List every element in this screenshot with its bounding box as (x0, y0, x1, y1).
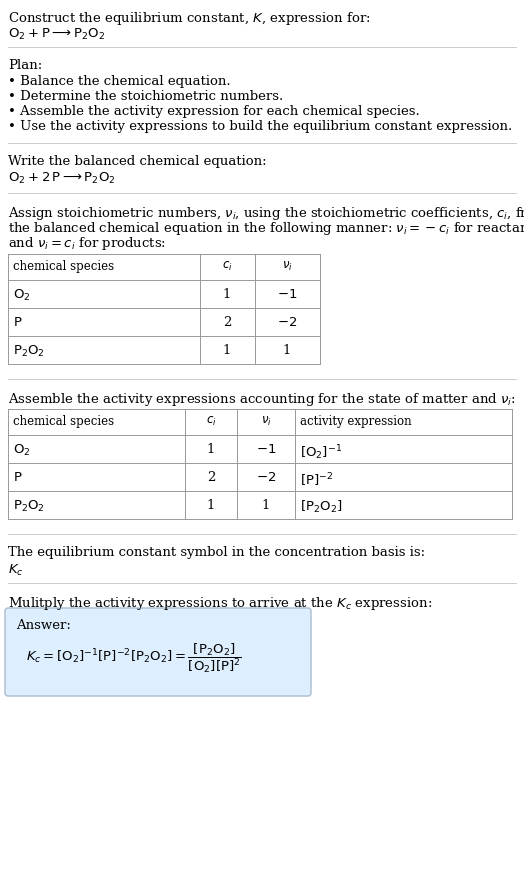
Text: 1: 1 (223, 344, 231, 357)
Text: Answer:: Answer: (16, 619, 71, 632)
FancyBboxPatch shape (5, 608, 311, 696)
Text: $K_c = [\mathrm{O_2}]^{-1} [\mathrm{P}]^{-2} [\mathrm{P_2O_2}] = \dfrac{[\mathrm: $K_c = [\mathrm{O_2}]^{-1} [\mathrm{P}]^… (26, 641, 242, 674)
Text: $-1$: $-1$ (277, 288, 297, 301)
Text: Construct the equilibrium constant, $K$, expression for:: Construct the equilibrium constant, $K$,… (8, 10, 370, 27)
Text: 2: 2 (207, 471, 215, 484)
Text: $K_c$: $K_c$ (8, 563, 24, 578)
Text: $\nu_i$: $\nu_i$ (281, 260, 292, 274)
Text: and $\nu_i = c_i$ for products:: and $\nu_i = c_i$ for products: (8, 235, 166, 252)
Text: $c_i$: $c_i$ (205, 415, 216, 428)
Text: $\mathrm{O_2}$: $\mathrm{O_2}$ (13, 288, 30, 303)
Text: The equilibrium constant symbol in the concentration basis is:: The equilibrium constant symbol in the c… (8, 546, 425, 559)
Text: 1: 1 (207, 443, 215, 456)
Text: $-2$: $-2$ (256, 471, 276, 484)
Text: chemical species: chemical species (13, 260, 114, 273)
Text: $\mathrm{O_2 + P \longrightarrow P_2O_2}$: $\mathrm{O_2 + P \longrightarrow P_2O_2}… (8, 27, 105, 42)
Text: Assemble the activity expressions accounting for the state of matter and $\nu_i$: Assemble the activity expressions accoun… (8, 391, 516, 408)
Text: Assign stoichiometric numbers, $\nu_i$, using the stoichiometric coefficients, $: Assign stoichiometric numbers, $\nu_i$, … (8, 205, 524, 222)
Text: $\mathrm{P}$: $\mathrm{P}$ (13, 316, 23, 329)
Text: Plan:: Plan: (8, 59, 42, 72)
Text: chemical species: chemical species (13, 415, 114, 428)
Text: $[\mathrm{O_2}]^{-1}$: $[\mathrm{O_2}]^{-1}$ (300, 443, 342, 462)
Text: $-1$: $-1$ (256, 443, 276, 456)
Text: • Use the activity expressions to build the equilibrium constant expression.: • Use the activity expressions to build … (8, 120, 512, 133)
Text: 1: 1 (283, 344, 291, 357)
Text: the balanced chemical equation in the following manner: $\nu_i = -c_i$ for react: the balanced chemical equation in the fo… (8, 220, 524, 237)
Text: $\mathrm{O_2}$: $\mathrm{O_2}$ (13, 443, 30, 458)
Text: $[\mathrm{P_2O_2}]$: $[\mathrm{P_2O_2}]$ (300, 499, 343, 515)
Text: Write the balanced chemical equation:: Write the balanced chemical equation: (8, 155, 267, 168)
Text: $c_i$: $c_i$ (222, 260, 232, 274)
Text: $-2$: $-2$ (277, 316, 297, 329)
Text: $\nu_i$: $\nu_i$ (260, 415, 271, 428)
Text: $\mathrm{O_2 + 2\,P \longrightarrow P_2O_2}$: $\mathrm{O_2 + 2\,P \longrightarrow P_2O… (8, 171, 116, 186)
Text: 1: 1 (223, 288, 231, 301)
Text: $\mathrm{P}$: $\mathrm{P}$ (13, 471, 23, 484)
Text: activity expression: activity expression (300, 415, 412, 428)
Text: Mulitply the activity expressions to arrive at the $K_c$ expression:: Mulitply the activity expressions to arr… (8, 595, 432, 612)
Text: $\mathrm{P_2O_2}$: $\mathrm{P_2O_2}$ (13, 344, 45, 359)
Text: 2: 2 (223, 316, 231, 329)
Text: • Determine the stoichiometric numbers.: • Determine the stoichiometric numbers. (8, 90, 283, 103)
Text: • Assemble the activity expression for each chemical species.: • Assemble the activity expression for e… (8, 105, 420, 118)
Text: $\mathrm{P_2O_2}$: $\mathrm{P_2O_2}$ (13, 499, 45, 514)
Text: • Balance the chemical equation.: • Balance the chemical equation. (8, 75, 231, 88)
Text: $[\mathrm{P}]^{-2}$: $[\mathrm{P}]^{-2}$ (300, 471, 333, 488)
Text: 1: 1 (207, 499, 215, 512)
Text: 1: 1 (262, 499, 270, 512)
